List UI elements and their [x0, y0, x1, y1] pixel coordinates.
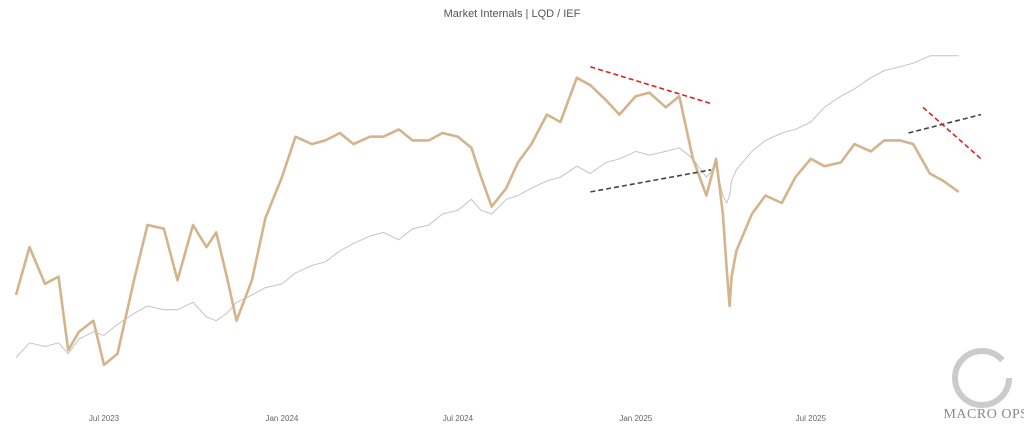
x-tick-label: Jul 2023: [89, 414, 120, 423]
series-line-gray: [15, 55, 959, 358]
brand-name: MACRO OPS: [943, 407, 1024, 422]
x-tick-label: Jul 2025: [796, 414, 827, 423]
series-layer: [14, 55, 960, 367]
trendline-red_dashed-0: [590, 66, 712, 105]
trendline-dark_dashed-2: [908, 113, 982, 134]
trendline-dark_dashed-1: [590, 169, 712, 193]
x-axis-ticks: Jul 2023 Jan 2024 Jul 2024 Jan 2025 Jul 2025: [89, 414, 827, 423]
x-tick-label: Jul 2024: [443, 414, 474, 423]
brand-watermark: MACRO OPS: [943, 348, 1024, 422]
series-line-tan: [14, 76, 960, 367]
enso-circle-icon: [952, 348, 1012, 408]
trendline-red_dashed-3: [922, 106, 982, 160]
x-tick-label: Jan 2024: [265, 414, 298, 423]
x-tick-label: Jan 2025: [619, 414, 652, 423]
chart-title: Market Internals | LQD / IEF: [444, 8, 581, 20]
annotation-layer: [590, 66, 982, 193]
